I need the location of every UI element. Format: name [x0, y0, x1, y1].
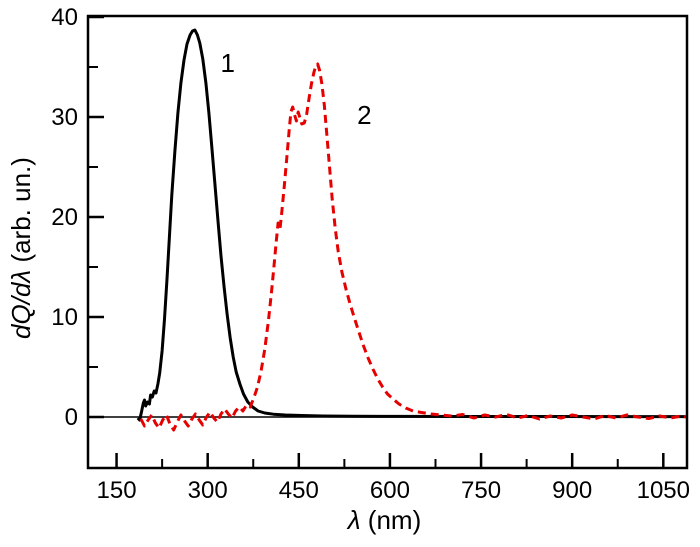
x-axis-tick-label: 450 — [279, 477, 319, 504]
x-axis-tick-label: 900 — [552, 477, 592, 504]
x-axis-tick-label: 600 — [370, 477, 410, 504]
x-axis-tick-label: 150 — [97, 477, 137, 504]
y-axis-tick-label: 0 — [65, 404, 78, 431]
x-axis-title: λ (nm) — [346, 505, 421, 535]
y-axis-tick-label: 40 — [51, 4, 78, 31]
curve-label-1: 1 — [220, 48, 234, 78]
x-axis-tick-label: 1050 — [637, 477, 690, 504]
y-axis-tick-label: 20 — [51, 204, 78, 231]
curve-1 — [136, 28, 686, 422]
curve-label-2: 2 — [357, 100, 371, 130]
y-axis-title: dQ/dλ (arb. un.) — [6, 157, 36, 339]
y-axis-tick-label: 10 — [51, 304, 78, 331]
y-axis-tick-label: 30 — [51, 104, 78, 131]
x-axis-tick-label: 750 — [461, 477, 501, 504]
x-axis-tick-label: 300 — [188, 477, 228, 504]
curve-2 — [139, 62, 687, 432]
plot-frame — [86, 14, 689, 470]
